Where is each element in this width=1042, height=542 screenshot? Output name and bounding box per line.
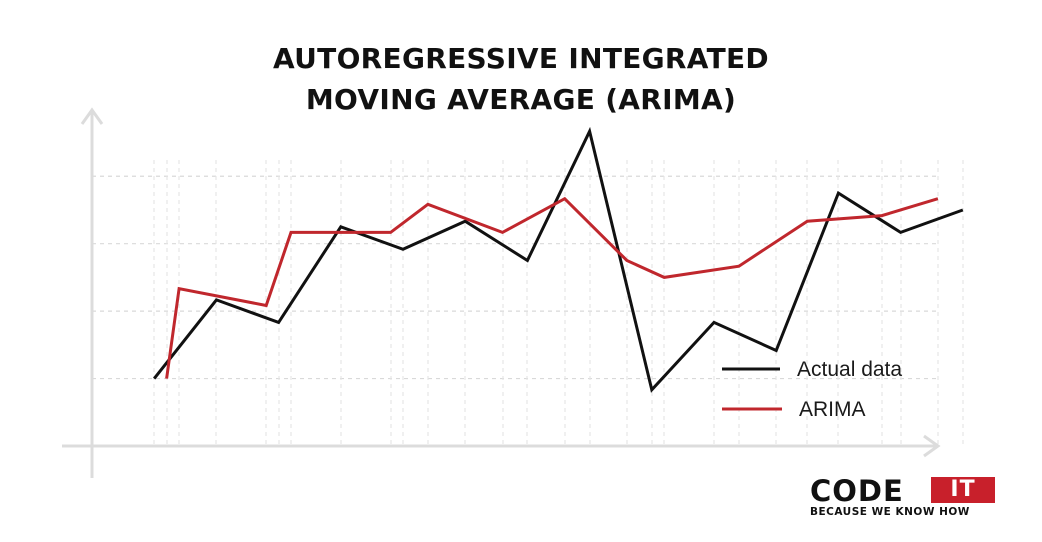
chart-title: AUTOREGRESSIVE INTEGRATED MOVING AVERAGE… (0, 38, 1042, 120)
code-it-logo: CODE IT BECAUSE WE KNOW HOW (810, 476, 1000, 520)
series-line-arima (165, 196, 939, 379)
logo-badge: IT (931, 477, 995, 503)
axes (62, 107, 941, 478)
legend-label-arima: ARIMA (799, 398, 866, 421)
y-axis-arrow (80, 107, 104, 125)
chart-title-line-1: AUTOREGRESSIVE INTEGRATED (273, 42, 769, 75)
series-layer (153, 126, 964, 393)
chart-title-line-2: MOVING AVERAGE (ARIMA) (305, 83, 737, 116)
legend-label-actual: Actual data (797, 358, 902, 381)
logo-tagline: BECAUSE WE KNOW HOW (810, 506, 970, 518)
series-line-actual (153, 126, 964, 393)
x-axis-arrow (923, 434, 941, 458)
legend: Actual data ARIMA (722, 358, 902, 421)
grid (92, 160, 964, 446)
logo-word: CODE (810, 474, 904, 508)
